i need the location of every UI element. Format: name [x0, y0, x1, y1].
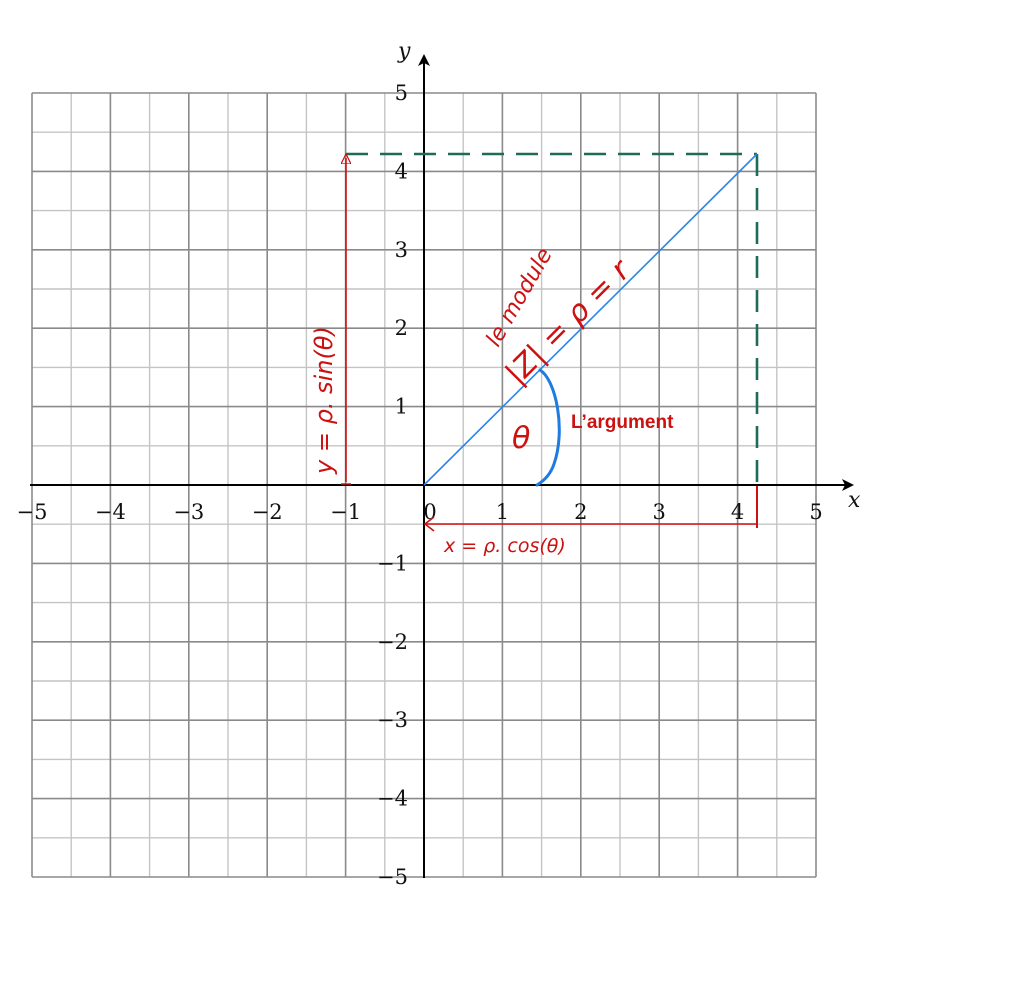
x-tick-label: 1 — [496, 500, 509, 524]
x-axis-label: x — [848, 488, 861, 513]
x-tick-label: 5 — [809, 500, 822, 524]
y-tick-label: 5 — [395, 81, 408, 105]
argument-arc — [535, 368, 561, 487]
x-projection-left-head — [423, 516, 435, 532]
y-tick-labels: 1 2 3 4 5 −1 −2 −3 −4 −5 — [377, 81, 408, 889]
y-tick-label: −3 — [377, 708, 408, 732]
y-tick-label: 3 — [395, 238, 408, 262]
y-tick-label: 4 — [395, 159, 408, 183]
x-tick-label: 3 — [653, 500, 666, 524]
x-tick-label: 2 — [574, 500, 587, 524]
x-tick-label: 4 — [731, 500, 744, 524]
modulus-vector — [423, 153, 758, 486]
y-tick-label: −4 — [377, 787, 408, 811]
x-tick-label: −4 — [95, 500, 126, 524]
x-tick-label: −2 — [252, 500, 283, 524]
y-axis-label: y — [397, 39, 411, 64]
y-tick-label: −5 — [377, 865, 408, 889]
y-projection-label: y = ρ. sin(θ) — [310, 326, 338, 475]
y-tick-label: −2 — [377, 630, 408, 654]
y-tick-label: 2 — [395, 316, 408, 340]
argument-theta: θ — [512, 421, 530, 456]
x-projection-label: x = ρ. cos(θ) — [443, 535, 566, 557]
y-tick-label: −1 — [377, 551, 408, 575]
y-tick-label: 1 — [395, 395, 408, 419]
x-tick-label: −5 — [17, 500, 48, 524]
x-tick-label: −1 — [330, 500, 361, 524]
x-tick-label: −3 — [173, 500, 204, 524]
x-tick-labels: −5 −4 −3 −2 −1 0 1 2 3 4 5 — [17, 500, 823, 524]
argument-label: L’argument — [571, 412, 674, 433]
